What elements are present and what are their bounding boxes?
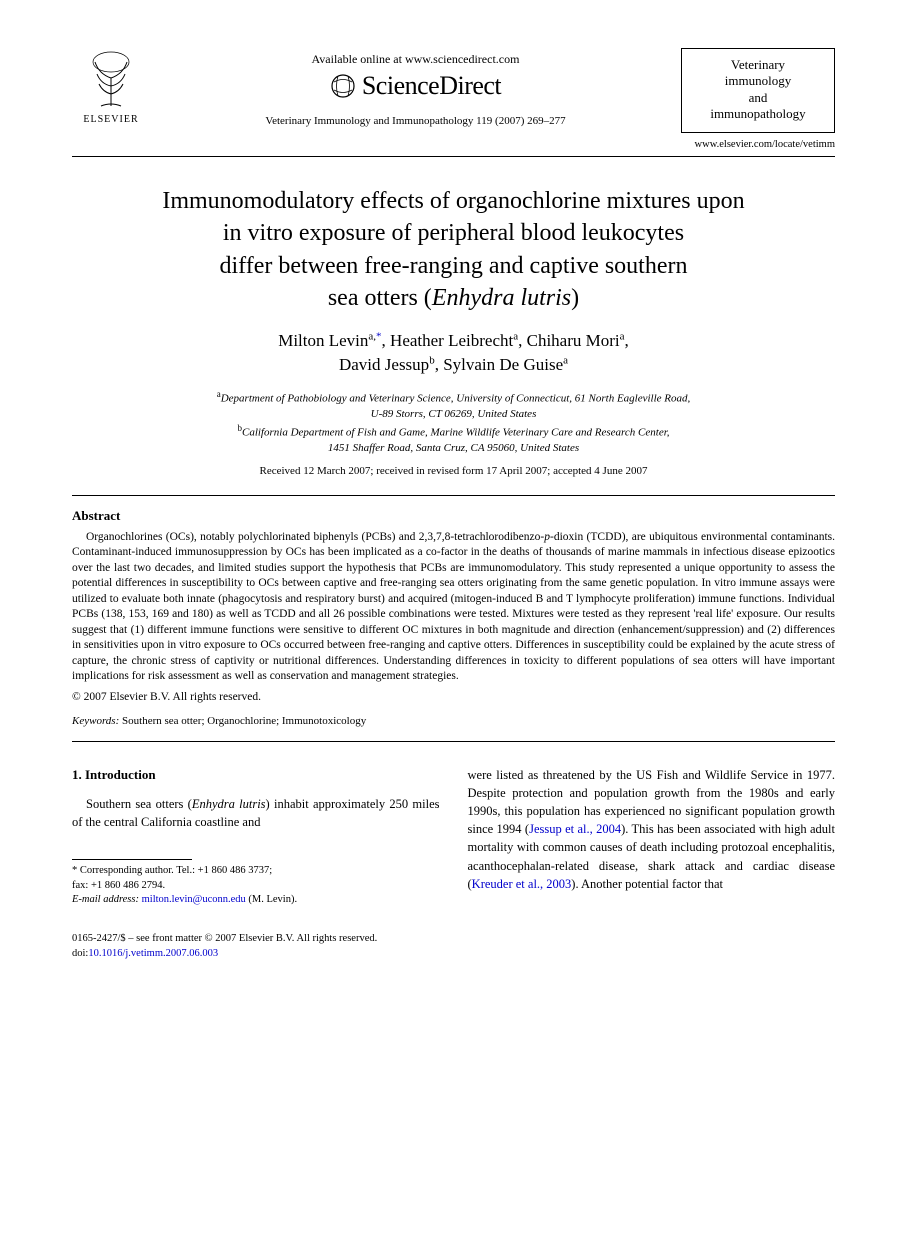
sciencedirect-logo: ScienceDirect bbox=[330, 71, 501, 101]
keywords: Keywords: Southern sea otter; Organochlo… bbox=[72, 715, 835, 727]
body-text: ). Another potential factor that bbox=[571, 877, 723, 891]
page: ELSEVIER Available online at www.science… bbox=[0, 0, 907, 1001]
intro-paragraph: Southern sea otters (Enhydra lutris) inh… bbox=[72, 795, 440, 831]
right-column: were listed as threatened by the US Fish… bbox=[468, 766, 836, 908]
journal-box: Veterinary immunology and immunopatholog… bbox=[681, 48, 835, 133]
keywords-label: Keywords: bbox=[72, 715, 119, 727]
journal-reference: Veterinary Immunology and Immunopatholog… bbox=[158, 115, 673, 127]
body-text: Southern sea otters ( bbox=[86, 797, 192, 811]
citation-link[interactable]: Jessup et al., 2004 bbox=[529, 822, 621, 836]
affil-text: California Department of Fish and Game, … bbox=[242, 427, 670, 439]
journal-box-line: immunopathology bbox=[710, 106, 805, 121]
keywords-text: Southern sea otter; Organochlorine; Immu… bbox=[119, 715, 366, 727]
email-line: E-mail address: milton.levin@uconn.edu (… bbox=[72, 893, 440, 908]
author-sup: a, bbox=[368, 330, 376, 342]
abstract-bottom-rule bbox=[72, 741, 835, 742]
email-label: E-mail address: bbox=[72, 894, 139, 905]
journal-box-title: Veterinary immunology and immunopatholog… bbox=[688, 57, 828, 122]
email-post: (M. Levin). bbox=[246, 894, 297, 905]
author-name: Milton Levin bbox=[278, 331, 368, 350]
journal-box-wrap: Veterinary immunology and immunopatholog… bbox=[681, 48, 835, 150]
doi-link[interactable]: 10.1016/j.vetimm.2007.06.003 bbox=[88, 948, 218, 959]
abstract-heading: Abstract bbox=[72, 508, 835, 524]
fax-line: fax: +1 860 486 2794. bbox=[72, 879, 440, 894]
header: ELSEVIER Available online at www.science… bbox=[72, 48, 835, 150]
author-sup: a bbox=[513, 330, 518, 342]
author-sup: b bbox=[429, 355, 435, 367]
abstract-text: Organochlorines (OCs), notably polychlor… bbox=[86, 531, 544, 543]
issn-line: 0165-2427/$ – see front matter © 2007 El… bbox=[72, 932, 835, 947]
abstract-text: -dioxin (TCDD), are ubiquitous environme… bbox=[72, 531, 835, 683]
title-species-italic: Enhydra lutris bbox=[432, 285, 571, 311]
available-online-text: Available online at www.sciencedirect.co… bbox=[158, 52, 673, 67]
title-line: Immunomodulatory effects of organochlori… bbox=[162, 188, 744, 214]
copyright-line: © 2007 Elsevier B.V. All rights reserved… bbox=[72, 691, 835, 703]
body-italic: Enhydra lutris bbox=[192, 797, 266, 811]
corresponding-author-link[interactable]: * bbox=[376, 330, 382, 342]
title-line: sea otters ( bbox=[328, 285, 432, 311]
section-heading: 1. Introduction bbox=[72, 766, 440, 785]
title-line: ) bbox=[571, 285, 579, 311]
title-line: in vitro exposure of peripheral blood le… bbox=[223, 220, 684, 246]
author-sup: a bbox=[620, 330, 625, 342]
footnotes: * Corresponding author. Tel.: +1 860 486… bbox=[72, 864, 440, 908]
title-line: differ between free-ranging and captive … bbox=[219, 253, 687, 279]
corresponding-author-note: * Corresponding author. Tel.: +1 860 486… bbox=[72, 864, 440, 879]
publisher-logo-block: ELSEVIER bbox=[72, 48, 150, 125]
citation-link[interactable]: Kreuder et al., 2003 bbox=[472, 877, 572, 891]
article-title: Immunomodulatory effects of organochlori… bbox=[102, 185, 805, 315]
affil-text: Department of Pathobiology and Veterinar… bbox=[221, 393, 691, 405]
header-rule bbox=[72, 156, 835, 157]
journal-box-line: and bbox=[749, 90, 768, 105]
elsevier-tree-icon bbox=[79, 48, 143, 112]
author-name: Sylvain De Guise bbox=[443, 355, 563, 374]
center-header: Available online at www.sciencedirect.co… bbox=[150, 48, 681, 127]
body-columns: 1. Introduction Southern sea otters (Enh… bbox=[72, 766, 835, 908]
affiliations: aDepartment of Pathobiology and Veterina… bbox=[72, 388, 835, 457]
journal-url: www.elsevier.com/locate/vetimm bbox=[681, 139, 835, 150]
journal-box-line: immunology bbox=[725, 73, 791, 88]
abstract-body: Organochlorines (OCs), notably polychlor… bbox=[72, 530, 835, 685]
affil-text: 1451 Shaffer Road, Santa Cruz, CA 95060,… bbox=[328, 442, 579, 454]
author-name: David Jessup bbox=[339, 355, 429, 374]
sciencedirect-text: ScienceDirect bbox=[362, 71, 501, 101]
left-column: 1. Introduction Southern sea otters (Enh… bbox=[72, 766, 440, 908]
publisher-label: ELSEVIER bbox=[83, 114, 138, 125]
author-name: Chiharu Mori bbox=[527, 331, 620, 350]
author-name: Heather Leibrecht bbox=[390, 331, 513, 350]
footnote-rule bbox=[72, 859, 192, 860]
doi-label: doi: bbox=[72, 948, 88, 959]
intro-paragraph-cont: were listed as threatened by the US Fish… bbox=[468, 766, 836, 893]
email-link[interactable]: milton.levin@uconn.edu bbox=[142, 894, 246, 905]
affil-text: U-89 Storrs, CT 06269, United States bbox=[371, 408, 537, 420]
author-sup: a bbox=[563, 355, 568, 367]
sciencedirect-ball-icon bbox=[330, 73, 356, 99]
journal-box-line: Veterinary bbox=[731, 57, 785, 72]
bottom-meta: 0165-2427/$ – see front matter © 2007 El… bbox=[72, 932, 835, 961]
article-dates: Received 12 March 2007; received in revi… bbox=[72, 465, 835, 477]
doi-line: doi:10.1016/j.vetimm.2007.06.003 bbox=[72, 947, 835, 962]
authors: Milton Levina,*, Heather Leibrechta, Chi… bbox=[72, 329, 835, 378]
abstract-top-rule bbox=[72, 495, 835, 496]
